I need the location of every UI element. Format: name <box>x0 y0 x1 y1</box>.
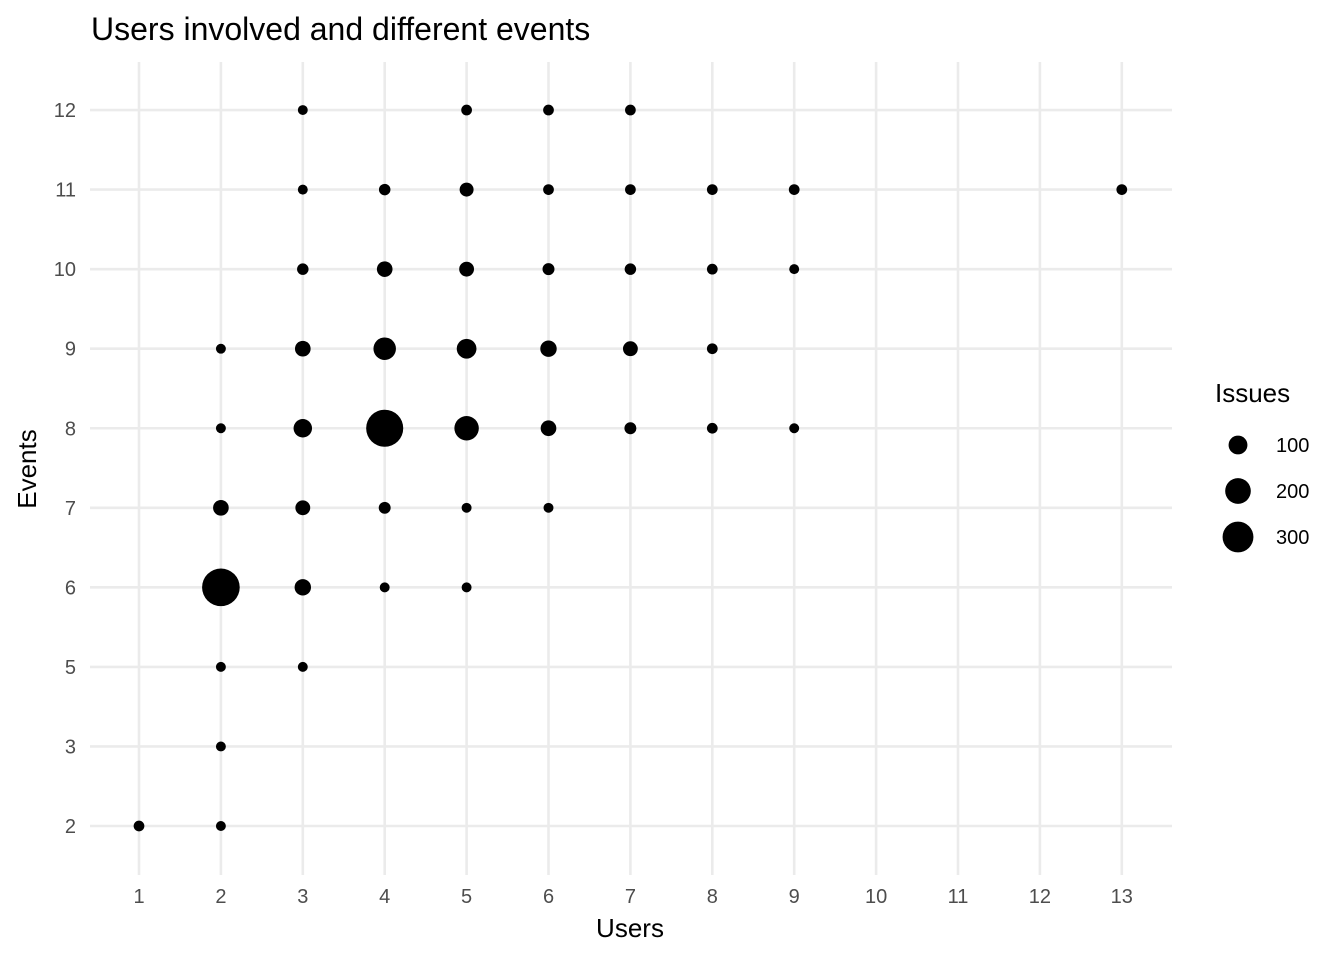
data-point <box>376 261 393 277</box>
data-point <box>454 416 479 441</box>
data-point <box>213 499 229 516</box>
data-point <box>706 263 718 275</box>
data-point <box>133 820 145 832</box>
x-tick-label: 10 <box>865 886 887 908</box>
x-tick-label: 12 <box>1029 886 1051 908</box>
y-tick-label: 10 <box>54 259 76 281</box>
data-point <box>461 582 472 593</box>
data-point <box>459 182 474 197</box>
y-tick-label: 8 <box>65 418 76 440</box>
x-tick-label: 2 <box>215 886 226 908</box>
y-tick-label: 7 <box>65 498 76 520</box>
data-point <box>706 184 718 195</box>
data-point <box>1116 184 1128 195</box>
data-point <box>456 338 477 359</box>
x-tick-label: 13 <box>1111 886 1133 908</box>
legend-key-label: 200 <box>1276 481 1309 503</box>
legend-key-symbol <box>1228 435 1248 455</box>
x-tick-label: 7 <box>625 886 636 908</box>
y-tick-label: 2 <box>65 816 76 838</box>
data-point <box>297 105 308 116</box>
data-point <box>293 419 313 438</box>
data-point <box>543 104 554 116</box>
legend-key-label: 300 <box>1276 527 1309 549</box>
data-point <box>622 341 638 357</box>
data-point <box>215 741 226 752</box>
data-point <box>788 184 800 195</box>
legend: Issues 100 200 300 <box>1215 378 1309 553</box>
y-tick-labels: 2 3 5 6 7 8 9 10 11 12 <box>54 100 76 838</box>
data-point <box>706 422 718 434</box>
data-point <box>625 184 636 195</box>
data-point <box>378 501 391 514</box>
data-point <box>373 337 396 360</box>
data-point <box>789 423 800 434</box>
legend-key-symbol <box>1222 521 1254 553</box>
data-point <box>366 409 404 447</box>
data-point <box>297 263 309 275</box>
x-tick-label: 6 <box>543 886 554 908</box>
legend-key-label: 100 <box>1276 435 1309 457</box>
y-tick-label: 6 <box>65 577 76 599</box>
data-point <box>461 104 472 116</box>
x-gridlines <box>137 62 1124 875</box>
data-point <box>215 423 226 434</box>
data-point <box>625 104 636 116</box>
data-point <box>624 263 637 275</box>
data-point <box>215 343 226 354</box>
data-point <box>202 568 240 607</box>
data-point <box>297 661 308 672</box>
data-point <box>789 264 800 275</box>
data-point <box>215 661 226 672</box>
y-tick-label: 12 <box>54 100 76 122</box>
data-point <box>215 821 226 831</box>
data-point <box>540 420 557 437</box>
legend-title: Issues <box>1215 378 1290 408</box>
data-point <box>540 340 557 357</box>
legend-keys: 100 200 300 <box>1222 435 1309 553</box>
data-point <box>543 502 554 513</box>
data-point <box>294 579 312 596</box>
x-tick-label: 4 <box>379 886 390 908</box>
data-point <box>297 184 308 195</box>
x-tick-label: 8 <box>707 886 718 908</box>
data-point <box>295 500 311 516</box>
data-point <box>379 582 390 593</box>
x-tick-label: 3 <box>297 886 308 908</box>
y-tick-label: 3 <box>65 736 76 758</box>
x-tick-label: 5 <box>461 886 472 908</box>
x-tick-label: 11 <box>948 886 969 908</box>
x-tick-label: 1 <box>133 886 144 908</box>
legend-key-symbol <box>1225 478 1251 504</box>
x-axis-title: Users <box>596 913 664 943</box>
data-point <box>706 343 718 355</box>
data-point <box>459 261 475 277</box>
chart-title: Users involved and different events <box>91 11 590 47</box>
data-point <box>378 183 391 196</box>
data-points <box>133 104 1128 832</box>
data-point <box>542 263 555 276</box>
x-tick-labels: 1 2 3 4 5 6 7 8 9 10 11 12 13 <box>133 886 1132 908</box>
data-point <box>294 340 311 357</box>
y-tick-label: 9 <box>65 339 76 361</box>
y-tick-label: 11 <box>55 180 76 202</box>
data-point <box>624 422 637 435</box>
x-tick-label: 9 <box>789 886 800 908</box>
data-point <box>461 502 472 513</box>
y-tick-label: 5 <box>65 657 76 679</box>
data-point <box>543 184 554 195</box>
y-axis-title: Events <box>12 429 42 509</box>
